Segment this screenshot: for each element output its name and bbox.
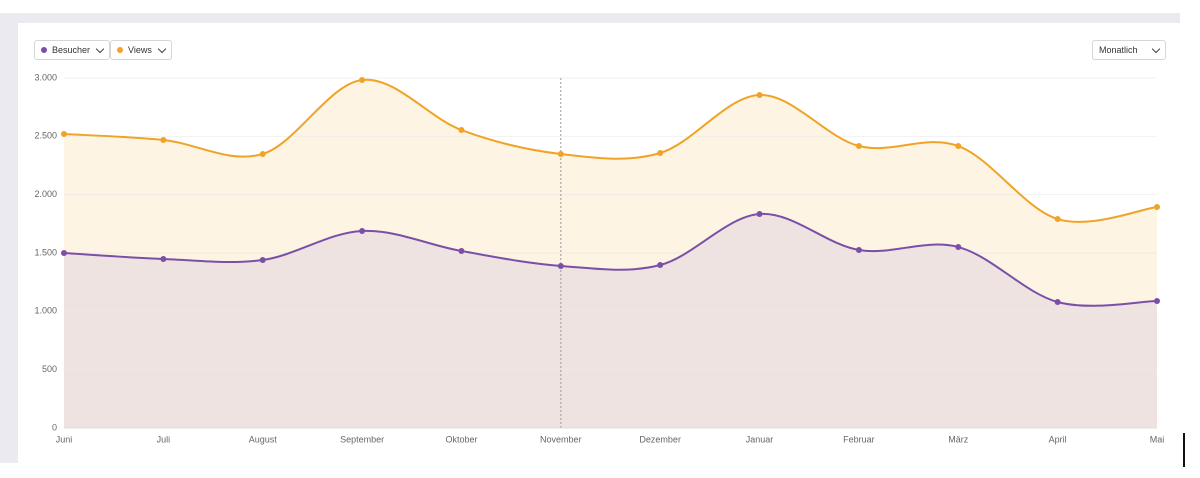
x-tick-label: Januar — [746, 434, 774, 444]
legend-dot — [117, 47, 123, 53]
point — [160, 255, 167, 262]
x-tick-label: Dezember — [639, 434, 681, 444]
point — [955, 244, 962, 251]
point — [359, 227, 366, 234]
y-tick-label: 2.000 — [34, 189, 57, 199]
point — [359, 76, 366, 83]
x-tick-label: Mai — [1150, 434, 1165, 444]
point — [1054, 299, 1061, 305]
legend-button[interactable]: Views — [110, 40, 172, 60]
legend-dot — [41, 47, 47, 53]
point — [1154, 297, 1160, 304]
legend-label: Views — [128, 45, 152, 55]
point — [61, 131, 67, 137]
x-tick-label: November — [540, 434, 582, 444]
area — [64, 213, 1157, 428]
point — [1054, 216, 1061, 223]
legend-button[interactable]: Besucher — [34, 40, 111, 60]
y-tick-label: 500 — [42, 364, 57, 374]
frame — [0, 13, 1180, 23]
point — [458, 127, 465, 134]
point — [160, 136, 167, 143]
chevron — [95, 44, 105, 53]
point — [557, 150, 564, 157]
period-dropdown[interactable]: Monatlich — [1092, 40, 1166, 60]
chevron — [157, 44, 167, 53]
point — [756, 92, 763, 99]
frame — [0, 13, 18, 463]
point — [756, 211, 763, 218]
dropdown-label: Monatlich — [1099, 45, 1138, 55]
point — [855, 143, 862, 150]
chevron — [1151, 44, 1161, 53]
x-tick-label: Oktober — [445, 434, 477, 444]
y-tick-label: 3.000 — [34, 72, 57, 82]
point — [557, 262, 564, 269]
line — [63, 213, 1158, 307]
y-tick-label: 1.000 — [34, 306, 57, 316]
legend-label: Besucher — [52, 45, 91, 55]
y-tick-label: 1.500 — [34, 247, 57, 257]
x-tick-label: August — [249, 434, 278, 444]
x-tick-label: April — [1049, 434, 1067, 444]
point — [259, 257, 266, 263]
cursor — [1183, 433, 1185, 467]
point — [458, 248, 465, 255]
x-tick-label: Juli — [157, 434, 171, 444]
point — [61, 250, 67, 256]
point — [955, 143, 962, 150]
point — [855, 246, 862, 253]
point — [1154, 204, 1160, 211]
y-tick-label: 0 — [52, 422, 57, 432]
x-tick-label: September — [340, 434, 384, 444]
point — [657, 262, 664, 269]
x-tick-label: Juni — [56, 434, 73, 444]
point — [657, 150, 664, 157]
x-tick-label: Februar — [843, 434, 875, 444]
point — [259, 150, 266, 157]
x-tick-label: März — [948, 434, 968, 444]
y-tick-label: 2.500 — [34, 131, 57, 141]
